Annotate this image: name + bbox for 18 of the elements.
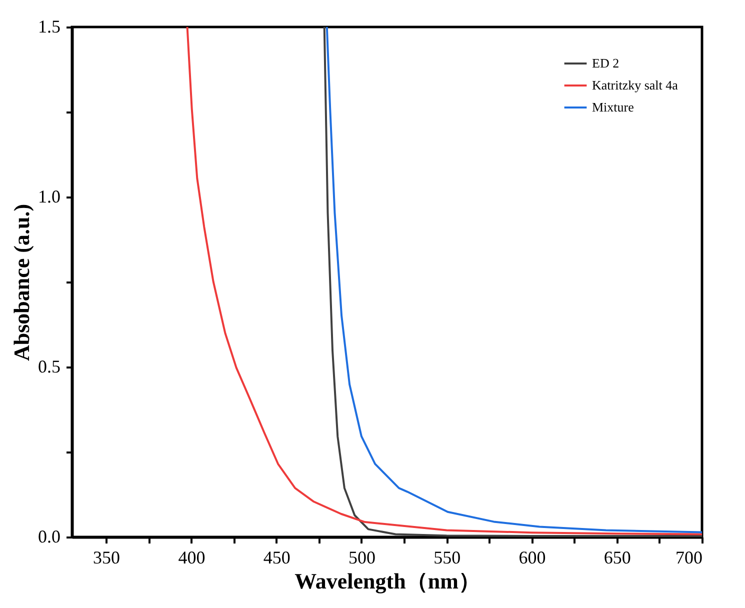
x-tick-label: 350 <box>93 548 120 568</box>
x-tick-label: 400 <box>178 548 206 568</box>
x-axis-title: Wavelength（nm） <box>294 568 480 594</box>
legend-label: Mixture <box>592 100 634 114</box>
y-tick-label: 0.5 <box>38 356 60 376</box>
legend-label: ED 2 <box>592 56 620 70</box>
y-axis-title: Absobance (a.u.) <box>9 204 34 362</box>
x-tick-label: 650 <box>604 548 631 568</box>
y-tick-label: 1.0 <box>38 186 60 206</box>
x-tick-label: 600 <box>518 548 546 568</box>
y-tick-label: 1.5 <box>38 16 60 36</box>
x-tick-label: 500 <box>348 548 376 568</box>
x-tick-label: 700 <box>676 548 702 568</box>
line-series <box>186 26 703 536</box>
x-tick-label: 550 <box>434 548 461 568</box>
y-tick-label: 0.0 <box>38 526 60 546</box>
x-tick-label: 450 <box>263 548 290 568</box>
legend-label: Katritzky salt 4a <box>592 78 678 92</box>
